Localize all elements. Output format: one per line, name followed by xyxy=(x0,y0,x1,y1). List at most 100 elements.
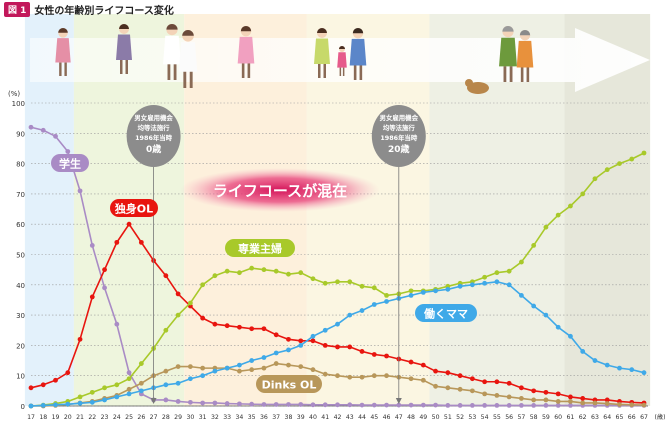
label-dinks-bg xyxy=(256,375,322,393)
figure-bride-body xyxy=(178,42,198,72)
x-unit-label: (歳) xyxy=(654,413,665,421)
label-housewife: 専業主婦 xyxy=(238,242,282,256)
data-point-student-48 xyxy=(408,402,414,408)
data-point-single_ol-50 xyxy=(433,368,438,374)
y-tick-100: 100 xyxy=(12,100,25,108)
data-point-working_mom-26 xyxy=(138,388,144,394)
data-point-student-34 xyxy=(237,401,242,407)
data-point-dinks-67 xyxy=(641,402,647,408)
note-age-20-text-1: 均等法施行 xyxy=(383,123,416,132)
data-point-housewife-38 xyxy=(286,271,291,277)
data-point-student-54 xyxy=(482,402,488,408)
data-point-single_ol-51 xyxy=(445,370,451,376)
x-tick-25: 25 xyxy=(125,414,133,421)
y-tick-50: 50 xyxy=(16,252,25,260)
figure-shopper-body xyxy=(314,38,330,64)
data-point-dinks-55 xyxy=(494,392,500,398)
data-point-dinks-45 xyxy=(371,373,377,379)
data-point-dinks-25 xyxy=(126,386,132,392)
y-tick-70: 70 xyxy=(16,191,25,199)
note-age-0-text-0: 男女雇用機会 xyxy=(134,113,173,122)
data-point-dinks-63 xyxy=(592,400,598,406)
x-tick-49: 49 xyxy=(419,414,427,421)
figure-badge: 図 1 xyxy=(4,2,31,17)
x-tick-37: 37 xyxy=(272,414,280,421)
data-point-housewife-67 xyxy=(641,150,647,156)
figure-groom-leg-right xyxy=(173,64,177,80)
label-student: 学生 xyxy=(59,157,81,171)
data-point-dinks-29 xyxy=(175,364,181,370)
data-point-dinks-37 xyxy=(273,361,279,366)
note-age-0-bubble xyxy=(126,105,181,167)
x-tick-62: 62 xyxy=(579,414,587,421)
x-tick-32: 32 xyxy=(211,414,219,421)
data-point-single_ol-58 xyxy=(531,388,537,394)
data-point-working_mom-25 xyxy=(126,391,132,397)
data-point-working_mom-35 xyxy=(249,358,255,363)
figure-student-kimono-leg-right xyxy=(64,62,67,76)
y-tick-80: 80 xyxy=(16,161,25,169)
figure-title: 女性の年齢別ライフコース変化 xyxy=(34,6,174,17)
data-point-housewife-32 xyxy=(212,273,218,279)
data-point-single_ol-26 xyxy=(138,239,144,245)
label-dinks: Dinks OL xyxy=(262,379,317,392)
data-point-working_mom-52 xyxy=(457,283,463,289)
data-point-dinks-58 xyxy=(531,397,537,403)
data-point-working_mom-17 xyxy=(28,403,34,409)
banner-glow xyxy=(180,168,380,212)
x-tick-35: 35 xyxy=(248,414,256,421)
note-age-20-text-3: 20歳 xyxy=(388,143,410,155)
x-tick-18: 18 xyxy=(39,414,47,421)
figure-grandfather-hair xyxy=(502,26,514,32)
data-point-dinks-39 xyxy=(298,364,304,370)
figure-grandfather xyxy=(499,26,517,82)
data-point-working_mom-50 xyxy=(433,288,438,294)
data-point-working_mom-45 xyxy=(371,302,377,307)
data-point-single_ol-40 xyxy=(310,338,316,344)
label-single-ol: 独身OL xyxy=(114,202,153,216)
x-tick-60: 60 xyxy=(554,414,562,421)
data-point-single_ol-49 xyxy=(420,362,426,368)
x-tick-33: 33 xyxy=(223,414,231,421)
x-tick-45: 45 xyxy=(370,414,378,421)
data-point-working_mom-54 xyxy=(482,280,488,286)
data-point-student-23 xyxy=(102,285,107,291)
x-tick-54: 54 xyxy=(481,414,489,421)
x-tick-59: 59 xyxy=(542,414,550,421)
data-point-housewife-33 xyxy=(224,268,230,274)
data-point-student-22 xyxy=(89,243,95,248)
data-point-working_mom-29 xyxy=(175,380,181,386)
figure-pregnant-body xyxy=(237,36,255,64)
x-tick-61: 61 xyxy=(567,414,575,421)
data-point-single_ol-64 xyxy=(604,397,610,403)
data-point-student-29 xyxy=(175,399,181,404)
data-point-dinks-62 xyxy=(580,400,586,406)
data-point-housewife-22 xyxy=(89,389,95,395)
figure-grandfather-body xyxy=(499,37,517,67)
x-tick-51: 51 xyxy=(444,414,452,421)
figure-office-lady-leg-left xyxy=(120,60,123,74)
data-point-dinks-30 xyxy=(187,364,193,370)
data-point-dinks-54 xyxy=(482,391,488,397)
figure-shopper-hair xyxy=(317,28,327,33)
data-point-single_ol-17 xyxy=(28,385,34,391)
data-point-student-37 xyxy=(273,402,279,407)
data-point-dinks-50 xyxy=(433,383,438,389)
figure-office-lady-hair xyxy=(119,24,129,29)
data-point-student-50 xyxy=(433,402,438,408)
figure-mother-leg-left xyxy=(353,65,357,80)
data-point-student-36 xyxy=(261,402,267,407)
data-point-dinks-40 xyxy=(310,367,316,373)
data-point-housewife-42 xyxy=(335,279,340,285)
figure-mother-hair xyxy=(352,28,364,34)
banner-text: ライフコースが混在 xyxy=(213,182,347,200)
data-point-student-32 xyxy=(212,400,218,406)
data-point-student-55 xyxy=(494,402,500,408)
figure-bride xyxy=(178,29,198,88)
x-tick-63: 63 xyxy=(591,414,599,421)
data-point-housewife-65 xyxy=(617,161,622,167)
x-tick-66: 66 xyxy=(628,414,636,421)
data-point-working_mom-59 xyxy=(543,312,549,318)
data-point-working_mom-22 xyxy=(89,399,95,405)
